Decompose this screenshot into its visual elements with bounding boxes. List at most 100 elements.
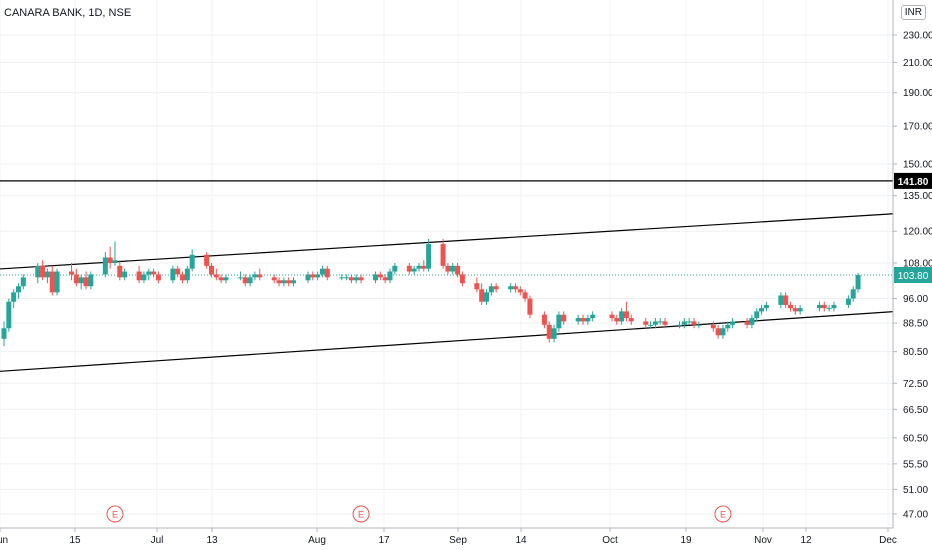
candle: [392, 263, 398, 275]
candle-body: [787, 304, 793, 309]
candle: [49, 265, 55, 296]
candle: [474, 277, 480, 293]
candle-body: [517, 289, 523, 293]
candle-body: [696, 324, 702, 326]
candle-body: [1, 328, 7, 339]
candle-body: [310, 274, 316, 278]
candle: [315, 271, 321, 281]
candle: [590, 311, 596, 322]
candle-body: [619, 311, 625, 322]
candle-body: [561, 314, 567, 322]
candle-body: [609, 314, 615, 319]
y-tick-label: 88.50: [903, 319, 928, 330]
candle: [763, 301, 769, 312]
candle-body: [339, 277, 345, 279]
candle-body: [459, 274, 465, 284]
candle-body: [54, 271, 60, 293]
earnings-marker-circle: [352, 505, 370, 523]
currency-badge[interactable]: INR: [900, 5, 926, 20]
y-tick-label: 150.00: [903, 159, 932, 170]
candle-body: [44, 271, 50, 278]
x-axis[interactable]: Jun 15 Jul 13 Aug 17 Sep 14 Oct 19 Nov 12 Dec: [0, 527, 897, 546]
candle-body: [69, 271, 75, 275]
candle-body: [527, 298, 533, 315]
trend-channel-lines: [0, 213, 894, 372]
candle: [73, 268, 79, 287]
candle: [527, 295, 533, 319]
candle: [353, 274, 359, 284]
earnings-marker-label: E: [112, 510, 118, 520]
candle-body: [546, 324, 552, 339]
candle-body: [291, 280, 297, 284]
last-price-badge: [894, 266, 932, 283]
candle: [816, 301, 822, 312]
x-tick-label: Dec: [879, 535, 897, 546]
candle: [792, 304, 798, 315]
candle: [556, 311, 562, 332]
candle-body: [744, 321, 750, 325]
candle-body: [677, 324, 683, 326]
candle: [78, 274, 84, 290]
candle: [373, 271, 379, 284]
candle-body: [826, 308, 832, 310]
candle: [512, 283, 518, 293]
candle: [787, 301, 793, 312]
candle: [324, 265, 330, 281]
candle: [15, 283, 21, 299]
y-tick-label: 170.00: [903, 122, 932, 133]
candle: [189, 249, 195, 272]
candle: [479, 283, 485, 305]
candle: [117, 260, 123, 281]
candle: [88, 271, 94, 290]
candle-body: [353, 277, 359, 281]
candle-body: [73, 274, 79, 284]
y-tick-label: 210.00: [903, 58, 932, 69]
candle-body: [730, 321, 736, 325]
candle-body: [691, 321, 697, 325]
candle-body: [512, 286, 518, 290]
candle: [416, 263, 422, 272]
candle-body: [754, 311, 760, 319]
x-tick-label: Jul: [151, 535, 164, 546]
candle: [387, 268, 393, 284]
candle-body: [725, 324, 731, 329]
candle: [484, 289, 490, 305]
candle: [180, 271, 186, 284]
candle: [575, 314, 581, 325]
candle: [286, 277, 292, 287]
candle-body: [155, 274, 161, 281]
candle: [54, 268, 60, 296]
y-tick-label: 135.00: [903, 191, 932, 202]
x-tick-label: Nov: [754, 535, 772, 546]
candle: [377, 271, 383, 281]
candle: [720, 324, 726, 339]
candle: [112, 241, 118, 266]
candle-body: [141, 274, 147, 281]
candle-body: [237, 277, 243, 279]
candle-body: [508, 286, 514, 290]
candle-body: [112, 260, 118, 264]
candle: [175, 265, 181, 278]
y-axis[interactable]: 47.00 51.00 55.50 60.50 66.50 72.50 80.50 88.50…: [892, 0, 932, 528]
candle: [744, 318, 750, 329]
candle-body: [377, 274, 383, 278]
candle-body: [778, 295, 784, 305]
candle-body: [763, 304, 769, 309]
candle-body: [493, 286, 499, 290]
candle: [237, 271, 243, 281]
candle-body: [623, 311, 629, 319]
candle: [445, 263, 451, 275]
candle-body: [319, 268, 325, 275]
candle: [406, 263, 412, 275]
candle: [122, 268, 128, 281]
candle-body: [715, 328, 721, 336]
candle: [652, 318, 658, 329]
candle-body: [324, 268, 330, 278]
candle: [614, 314, 620, 325]
candle: [778, 292, 784, 309]
candle-body: [107, 257, 113, 264]
candle: [696, 321, 702, 329]
candle: [348, 274, 354, 284]
